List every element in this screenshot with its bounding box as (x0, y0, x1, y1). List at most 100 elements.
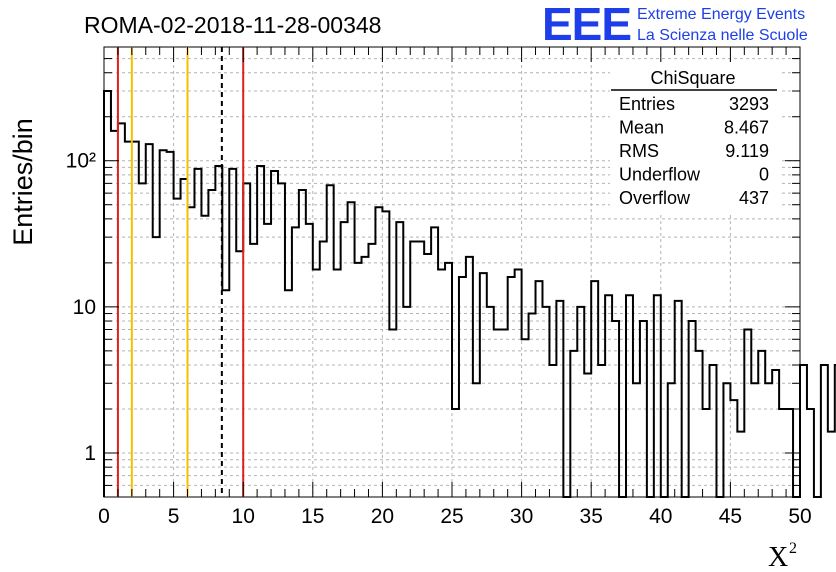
x-tick-label: 15 (301, 505, 324, 528)
histogram-bar (696, 351, 703, 497)
histogram-bar (208, 190, 215, 497)
histogram-bar (320, 242, 327, 497)
histogram-bar (494, 330, 501, 497)
histogram-bar (501, 330, 508, 497)
histogram-bar (194, 169, 201, 497)
logo-line-1: Extreme Energy Events (637, 6, 805, 23)
axis-ticks (103, 47, 801, 497)
histogram-bar (633, 383, 640, 497)
histogram-bar (431, 227, 438, 497)
x-tick-label: 25 (440, 505, 463, 528)
histogram-bar (417, 242, 424, 497)
histogram-bar (327, 185, 334, 497)
histogram-bar (445, 263, 452, 497)
stats-row-value: 437 (739, 188, 769, 208)
histogram-bar (368, 244, 375, 497)
histogram-bar (153, 237, 160, 497)
x-axis-title-superscript: 2 (789, 540, 797, 557)
histogram-bar (828, 432, 835, 497)
histogram-bar (668, 383, 675, 497)
stats-row-value: 9.119 (725, 141, 769, 161)
stats-background (610, 64, 780, 214)
histogram-bar (250, 244, 257, 497)
histogram-bar (132, 142, 139, 497)
stats-row-label: Entries (619, 94, 675, 114)
x-tick-label: 40 (649, 505, 672, 528)
stats-row-label: Overflow (619, 188, 691, 208)
histogram-bar (201, 216, 208, 497)
histogram-bar (243, 183, 250, 497)
histogram-bar (278, 183, 285, 497)
histogram-bar (807, 409, 814, 497)
logo-line-2: La Scienza nelle Scuole (637, 27, 808, 44)
histogram-bar (188, 207, 195, 497)
y-tick-label: 10 (73, 296, 96, 319)
histogram-bar (758, 351, 765, 497)
x-tick-label: 0 (98, 505, 110, 528)
y-tick-label: 10² (66, 150, 96, 173)
x-tick-label: 35 (580, 505, 603, 528)
histogram-bar (174, 199, 181, 497)
y-tick-label: 1 (84, 442, 96, 465)
x-tick-label: 5 (168, 505, 180, 528)
x-axis-title-base: X (768, 542, 788, 572)
histogram-bar (751, 383, 758, 497)
x-tick-label: 30 (510, 505, 533, 528)
stats-rows: Entries 3293 Mean 8.467 RMS 9.119 Underflow 0 Ov… (619, 94, 769, 208)
stats-row-label: RMS (619, 141, 659, 161)
histogram-bar (306, 224, 313, 497)
histogram-bar (410, 242, 417, 497)
histogram-bar (744, 330, 751, 497)
histogram-bar (181, 179, 188, 497)
histogram-bar (257, 166, 264, 497)
stats-row-value: 0 (759, 165, 769, 185)
histogram-bar (389, 330, 396, 497)
histogram-bar (577, 307, 584, 497)
histogram-bar (821, 365, 828, 497)
histogram-bar (160, 150, 167, 497)
histogram-bar (487, 307, 494, 497)
stats-box: ChiSquare Entries 3293 Mean 8.467 RMS 9.119 Un… (610, 64, 780, 214)
histogram-bar (271, 171, 278, 497)
histogram-bar (139, 183, 146, 497)
histogram-bar (167, 152, 174, 497)
stats-row-label: Mean (619, 118, 664, 138)
histogram-bar (529, 314, 536, 497)
histogram-outline (103, 89, 836, 498)
y-axis-title: Entries/bin (8, 118, 38, 246)
histogram-bar (737, 432, 744, 497)
x-axis-title: X 2 (768, 540, 797, 572)
histogram-bar (382, 211, 389, 497)
histogram-bar (299, 190, 306, 497)
histogram-bar (104, 91, 111, 497)
histogram-bar (125, 142, 132, 497)
histogram-bar (403, 307, 410, 497)
x-tick-labels: 0 5 10 15 20 25 30 35 40 45 50 (98, 505, 812, 528)
stats-row-label: Underflow (619, 165, 701, 185)
stats-row-value: 3293 (729, 94, 769, 114)
x-tick-label: 10 (232, 505, 255, 528)
eee-logo: EEE Extreme Energy Events La Scienza nel… (542, 0, 808, 50)
histogram-bar (362, 257, 369, 497)
histogram-bar (542, 307, 549, 497)
histogram-bar (522, 339, 529, 497)
histogram-bar (710, 365, 717, 497)
histogram-bar (598, 365, 605, 497)
histogram-bar (264, 224, 271, 497)
stats-title: ChiSquare (650, 68, 735, 88)
histogram-bar (765, 383, 772, 497)
x-tick-label: 45 (719, 505, 742, 528)
histogram-bar (570, 351, 577, 497)
histogram-bar (118, 123, 125, 497)
histogram-bar (723, 383, 730, 497)
histogram-bar (508, 277, 515, 497)
reference-lines (116, 47, 245, 497)
stats-row-value: 8.467 (724, 118, 769, 138)
histogram-bar (584, 373, 591, 497)
histogram-bar (355, 263, 362, 497)
histogram-bar (459, 277, 466, 497)
histogram-bar (549, 365, 556, 497)
histogram-bar (375, 207, 382, 497)
histogram-bar (800, 365, 807, 497)
